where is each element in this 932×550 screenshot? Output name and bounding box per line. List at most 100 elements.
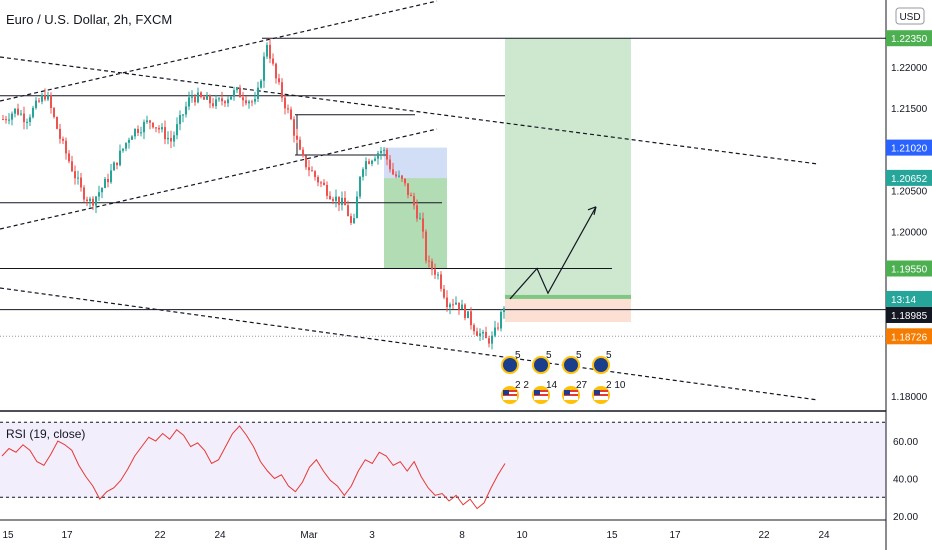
price-badge[interactable]: 1.20652 (886, 169, 932, 186)
event-us-icon[interactable]: 27 (562, 380, 588, 404)
candle (152, 122, 154, 129)
time-axis[interactable]: 15 17 22 24 Mar 3 8 10 15 17 22 24 (2, 530, 830, 541)
candle-body (326, 184, 328, 196)
candle (2, 114, 4, 121)
us-flag-stripe (534, 394, 548, 396)
candle-body (71, 161, 73, 172)
event-us-icon[interactable]: 2 2 (501, 380, 529, 404)
candle (452, 298, 454, 310)
candle (101, 187, 103, 199)
candle-body (398, 175, 400, 177)
candle (359, 175, 361, 199)
event-eu-icon[interactable]: 5 (592, 350, 612, 374)
candle (113, 161, 115, 171)
candle-body (167, 137, 169, 140)
candle (404, 178, 406, 187)
lower-channel-trendline[interactable] (0, 287, 819, 401)
price-axis[interactable]: 1.220001.215001.205001.200001.190031.180… (886, 30, 932, 403)
candle (272, 53, 274, 66)
ascending-trendline[interactable] (0, 128, 438, 230)
candle-body (92, 198, 94, 206)
event-eu-icon[interactable]: 5 (532, 350, 552, 374)
candle (263, 52, 265, 88)
descending-trendline[interactable] (0, 56, 819, 165)
candle-body (35, 100, 37, 108)
candle-body (305, 155, 307, 168)
candle-body (266, 44, 268, 57)
candle (50, 92, 52, 114)
event-us-icon[interactable]: 2 10 (592, 380, 626, 404)
candle-body (239, 87, 241, 98)
price-badge[interactable]: 1.18985 (886, 306, 932, 323)
candle (8, 113, 10, 125)
candle (176, 117, 178, 140)
event-eu-icon[interactable]: 5 (501, 350, 521, 374)
candle (29, 114, 31, 126)
candle-body (221, 98, 223, 102)
long-position-loss-zone[interactable] (505, 298, 631, 322)
candle-body (395, 174, 397, 177)
long-position-profit-zone[interactable] (505, 38, 631, 299)
candle-body (482, 331, 484, 334)
price-badge-bg (886, 169, 932, 186)
candle-body (260, 80, 262, 88)
rsi-line[interactable] (1, 425, 506, 510)
upper-channel-trendline[interactable] (0, 0, 438, 102)
candle-body (242, 97, 244, 101)
candle (14, 108, 16, 118)
candle-body (146, 120, 148, 123)
event-us-icon[interactable]: 14 (532, 380, 558, 404)
projection-path[interactable] (509, 206, 597, 300)
candle-body (404, 178, 406, 184)
date-tick-label: Mar (300, 530, 318, 541)
us-flag-stripe (564, 394, 578, 396)
candle (158, 125, 160, 134)
price-badge-label: 1.18985 (891, 311, 928, 322)
candle (347, 200, 349, 217)
candle (17, 103, 19, 116)
price-tick-label: 1.18000 (891, 392, 928, 403)
candle (416, 199, 418, 222)
candle (329, 191, 331, 200)
candle-body (173, 135, 175, 142)
candle-body (281, 82, 283, 98)
short-position-risk-zone[interactable] (384, 147, 447, 179)
long-position-entry-band (505, 294, 631, 299)
candle (47, 91, 49, 102)
candle (266, 42, 268, 59)
candle (440, 271, 442, 292)
event-eu-icon[interactable]: 5 (562, 350, 582, 374)
candle-body (89, 198, 91, 202)
price-badge[interactable]: 1.19550 (886, 260, 932, 277)
candle-body (485, 331, 487, 339)
short-position-profit-zone[interactable] (384, 178, 447, 269)
candle (134, 128, 136, 140)
candle (320, 180, 322, 188)
price-badge[interactable]: 1.18726 (886, 328, 932, 345)
eu-flag-icon (594, 358, 608, 372)
economic-events[interactable]: 5 2 2 5 14 5 27 5 2 10 (501, 350, 626, 404)
candle-body (473, 325, 475, 332)
candle-body (458, 302, 460, 310)
candle (380, 147, 382, 160)
price-badge[interactable]: 1.22350 (886, 30, 932, 47)
candle-body (83, 187, 85, 200)
us-flag-stripe (503, 394, 517, 396)
date-tick-label: 24 (818, 530, 830, 541)
price-badge-bg (886, 260, 932, 277)
price-badge[interactable]: 13:14 (886, 290, 932, 307)
us-flag-stripe (503, 390, 517, 392)
candle (368, 158, 370, 165)
candle-body (212, 103, 214, 107)
currency-button[interactable]: USD (895, 7, 925, 25)
candle-body (311, 170, 313, 172)
candle-body (323, 182, 325, 185)
candle-body (344, 197, 346, 206)
price-badge[interactable]: 1.21020 (886, 139, 932, 156)
eu-flag-icon (534, 358, 548, 372)
candle-body (47, 95, 49, 100)
candle (242, 91, 244, 107)
candle-body (431, 261, 433, 270)
candle (392, 162, 394, 176)
